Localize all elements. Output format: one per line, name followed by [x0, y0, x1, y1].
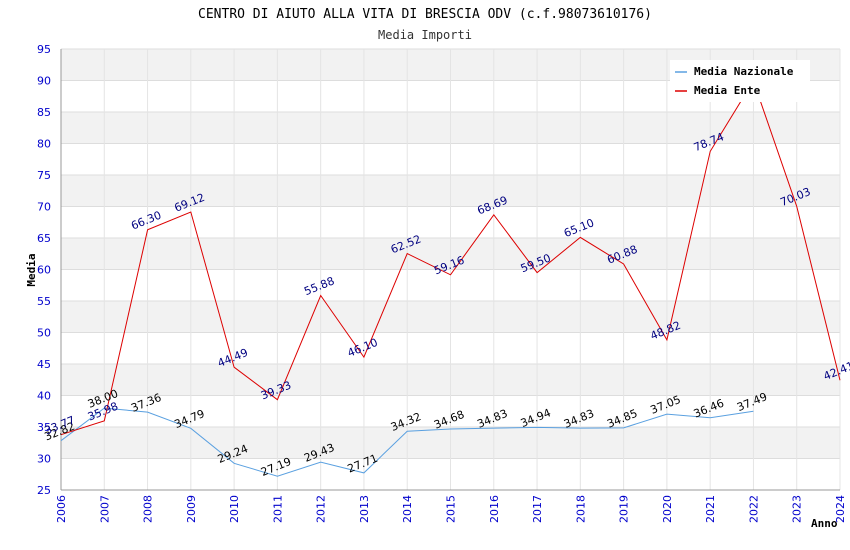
x-tick-label: 2021 — [704, 495, 717, 523]
axes — [60, 49, 840, 491]
y-tick-label: 40 — [37, 390, 51, 403]
x-tick-label: 2010 — [228, 495, 241, 523]
x-tick-label: 2024 — [834, 495, 847, 523]
x-tick-label: 2011 — [271, 495, 284, 523]
x-tick-label: 2017 — [531, 495, 544, 523]
x-tick-label: 2020 — [661, 495, 674, 523]
legend-label-media-ente: Media Ente — [694, 84, 761, 97]
y-tick-label: 65 — [37, 232, 51, 245]
x-tick-label: 2013 — [358, 495, 371, 523]
chart-title: CENTRO DI AIUTO ALLA VITA DI BRESCIA ODV… — [198, 7, 652, 22]
x-tick-labels: 2006 2007 2008 2009 2010 2011 2012 2013 2014 2015… — [55, 495, 847, 523]
y-tick-label: 80 — [37, 138, 51, 151]
y-axis-title: Media — [25, 253, 38, 286]
y-tick-label: 25 — [37, 484, 51, 497]
x-tick-label: 2022 — [747, 495, 760, 523]
series-line-1 — [60, 79, 841, 436]
y-tick-label: 50 — [37, 327, 51, 340]
y-tick-label: 35 — [37, 421, 51, 434]
series-lines — [60, 79, 841, 477]
x-tick-label: 2015 — [445, 495, 458, 523]
x-axis-title: Anno — [811, 517, 838, 530]
y-tick-label: 85 — [37, 106, 51, 119]
x-tick-label: 2023 — [791, 495, 804, 523]
legend-label-media-nazionale: Media Nazionale — [694, 65, 794, 78]
y-tick-label: 95 — [37, 43, 51, 56]
y-tick-labels: 25 30 35 40 45 50 55 60 65 70 75 80 85 90 95 — [37, 43, 51, 497]
y-tick-label: 60 — [37, 264, 51, 277]
x-tick-label: 2009 — [185, 495, 198, 523]
x-tick-label: 2018 — [574, 495, 587, 523]
x-tick-label: 2016 — [488, 495, 501, 523]
grid-lines — [60, 48, 841, 491]
x-tick-label: 2012 — [315, 495, 328, 523]
legend: Media Nazionale Media Ente — [670, 60, 810, 102]
x-tick-label: 2007 — [98, 495, 111, 523]
x-tick-label: 2019 — [618, 495, 631, 523]
y-tick-label: 90 — [37, 75, 51, 88]
x-tick-label: 2006 — [55, 495, 68, 523]
y-tick-label: 30 — [37, 453, 51, 466]
y-tick-label: 75 — [37, 169, 51, 182]
x-tick-label: 2014 — [401, 495, 414, 523]
series-line-0 — [60, 407, 754, 477]
y-tick-label: 45 — [37, 358, 51, 371]
x-tick-label: 2008 — [142, 495, 155, 523]
y-tick-label: 55 — [37, 295, 51, 308]
y-tick-label: 70 — [37, 201, 51, 214]
chart-subtitle: Media Importi — [378, 28, 472, 42]
legend-box — [670, 60, 810, 102]
